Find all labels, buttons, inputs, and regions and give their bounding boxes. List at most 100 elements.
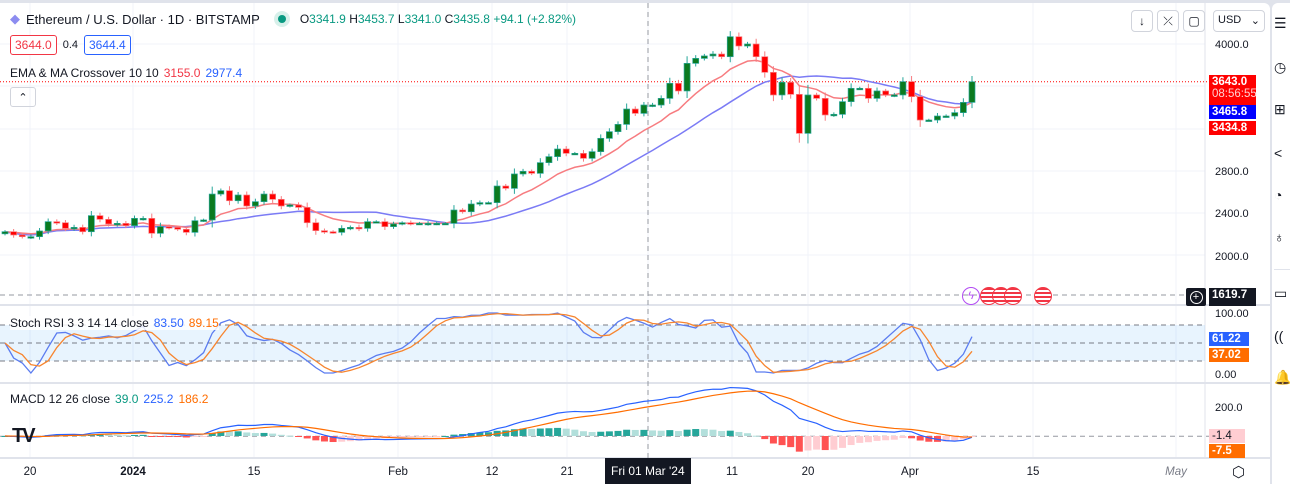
- macd-histogram-bar: [433, 436, 441, 437]
- candle-up: [536, 162, 544, 174]
- macd-histogram-bar: [830, 436, 838, 450]
- bell-icon[interactable]: 🔔: [1274, 369, 1290, 385]
- candle-up: [200, 219, 207, 222]
- candle-up: [44, 221, 52, 232]
- collapse-button[interactable]: ⤫: [1157, 10, 1179, 32]
- candle-down: [122, 223, 130, 227]
- lightbulb-icon[interactable]: ♁: [1274, 229, 1285, 245]
- macd-histogram-bar: [735, 431, 743, 436]
- macd-histogram-bar: [156, 436, 164, 437]
- signal-line: [4, 390, 973, 440]
- candle-down: [752, 43, 760, 58]
- candle-up: [286, 204, 294, 207]
- macd-legend[interactable]: MACD 12 26 close 39.0 225.2 186.2: [10, 392, 208, 406]
- macd-histogram-bar: [588, 432, 596, 436]
- buy-price-button[interactable]: 3644.4: [84, 35, 131, 55]
- macd-histogram-bar: [804, 436, 812, 451]
- fullscreen-icon: ▢: [1188, 14, 1200, 28]
- add-icon[interactable]: ⊞: [1274, 101, 1286, 117]
- candle-down: [631, 108, 639, 114]
- candle-up: [951, 112, 959, 117]
- candle-up: [338, 227, 346, 233]
- plus-circle-icon: +: [1189, 290, 1203, 304]
- chevron-down-icon: ⌄: [1250, 15, 1260, 27]
- candle-up: [390, 223, 397, 227]
- macd-histogram-bar: [562, 428, 570, 436]
- chat-icon[interactable]: ▭: [1274, 285, 1288, 301]
- candle-up: [666, 82, 674, 99]
- candle-up: [252, 201, 259, 207]
- stoch-rsi-legend[interactable]: Stoch RSI 3 3 14 14 close 83.50 89.15: [10, 316, 219, 330]
- calendar-icon[interactable]: ◔: [1274, 187, 1283, 203]
- macd-histogram-bar: [623, 429, 631, 436]
- candle-up: [700, 55, 708, 59]
- watchlist-icon[interactable]: ☰: [1274, 15, 1287, 31]
- macd-histogram-bar: [864, 436, 872, 443]
- macd-histogram-bar: [908, 436, 916, 439]
- candle-down: [182, 228, 190, 233]
- symbol-title[interactable]: Ethereum / U.S. Dollar · 1D · BITSTAMP: [26, 11, 260, 27]
- candle-down: [761, 56, 769, 73]
- candle-down: [303, 207, 311, 224]
- macd-histogram-bar: [174, 436, 182, 438]
- symbol-legend: ◆ Ethereum / U.S. Dollar · 1D · BITSTAMP…: [10, 11, 576, 27]
- currency-value: USD: [1218, 14, 1242, 26]
- candle-up: [804, 94, 812, 134]
- macd-histogram-bar: [545, 428, 553, 436]
- candle-down: [908, 81, 915, 98]
- currency-select[interactable]: USD ⌄: [1213, 10, 1265, 32]
- broadcast-icon[interactable]: ((: [1274, 328, 1284, 344]
- us-flag-event-icon[interactable]: [1004, 287, 1022, 305]
- candle-up: [70, 227, 78, 230]
- scroll-to-latest-button[interactable]: ↓: [1131, 10, 1153, 32]
- ema-ma-legend[interactable]: EMA & MA Crossover 10 10 3155.0 2977.4: [10, 66, 242, 80]
- candle-up: [554, 148, 561, 157]
- candle-up: [364, 221, 371, 229]
- macd-histogram-bar: [536, 428, 544, 436]
- ethereum-icon: ◆: [10, 11, 20, 26]
- macd-histogram-bar: [925, 436, 933, 442]
- ema-line: [4, 59, 973, 235]
- chart-panel[interactable]: ◆ Ethereum / U.S. Dollar · 1D · BITSTAMP…: [0, 3, 1270, 484]
- candle-up: [208, 193, 216, 221]
- crosshair-price-label: 1619.7: [1209, 288, 1256, 306]
- candle-up: [485, 202, 492, 205]
- macd-histogram-bar: [744, 433, 752, 436]
- candle-up: [830, 113, 838, 117]
- time-tick: 21: [560, 466, 574, 478]
- macd-histogram-bar: [709, 429, 717, 436]
- macd-histogram-bar: [614, 430, 622, 436]
- collapse-legend-button[interactable]: ⌃: [10, 87, 36, 107]
- time-tick: 15: [1026, 466, 1040, 478]
- macd-histogram-bar: [674, 431, 682, 436]
- macd-histogram-bar: [165, 436, 173, 437]
- candle-up: [657, 98, 665, 106]
- add-alert-button[interactable]: +: [1186, 288, 1206, 306]
- sidebar-divider: [1274, 269, 1290, 270]
- sell-price-button[interactable]: 3644.0: [10, 35, 57, 55]
- macd-histogram-bar: [510, 429, 518, 436]
- fullscreen-button[interactable]: ▢: [1183, 10, 1205, 32]
- candle-down: [165, 226, 173, 229]
- candle-down: [53, 221, 61, 224]
- macd-histogram-bar: [519, 428, 527, 436]
- ideas-icon[interactable]: <: [1274, 145, 1283, 161]
- stoch-tick: 0.00: [1215, 369, 1237, 381]
- time-tick: 2024: [120, 466, 146, 478]
- price-tick: 4000.0: [1215, 39, 1249, 51]
- candle-down: [148, 218, 156, 234]
- stoch-k-line: [4, 312, 973, 375]
- macd-histogram-bar: [899, 436, 907, 439]
- settings-hex-icon[interactable]: ⬡: [1232, 464, 1246, 481]
- us-flag-event-icon[interactable]: [1034, 287, 1052, 305]
- macd-histogram-bar: [251, 433, 259, 436]
- dividend-event-icon[interactable]: ϟ: [962, 287, 980, 305]
- events-markers[interactable]: ϟ: [962, 287, 1052, 305]
- alerts-icon[interactable]: ◷: [1274, 59, 1287, 75]
- macd-histogram-bar: [787, 436, 795, 448]
- candle-up: [873, 90, 881, 99]
- macd-histogram-bar: [105, 434, 113, 436]
- candle-down: [174, 227, 182, 230]
- chart-canvas[interactable]: [0, 3, 1270, 484]
- tradingview-logo[interactable]: TV: [12, 425, 36, 447]
